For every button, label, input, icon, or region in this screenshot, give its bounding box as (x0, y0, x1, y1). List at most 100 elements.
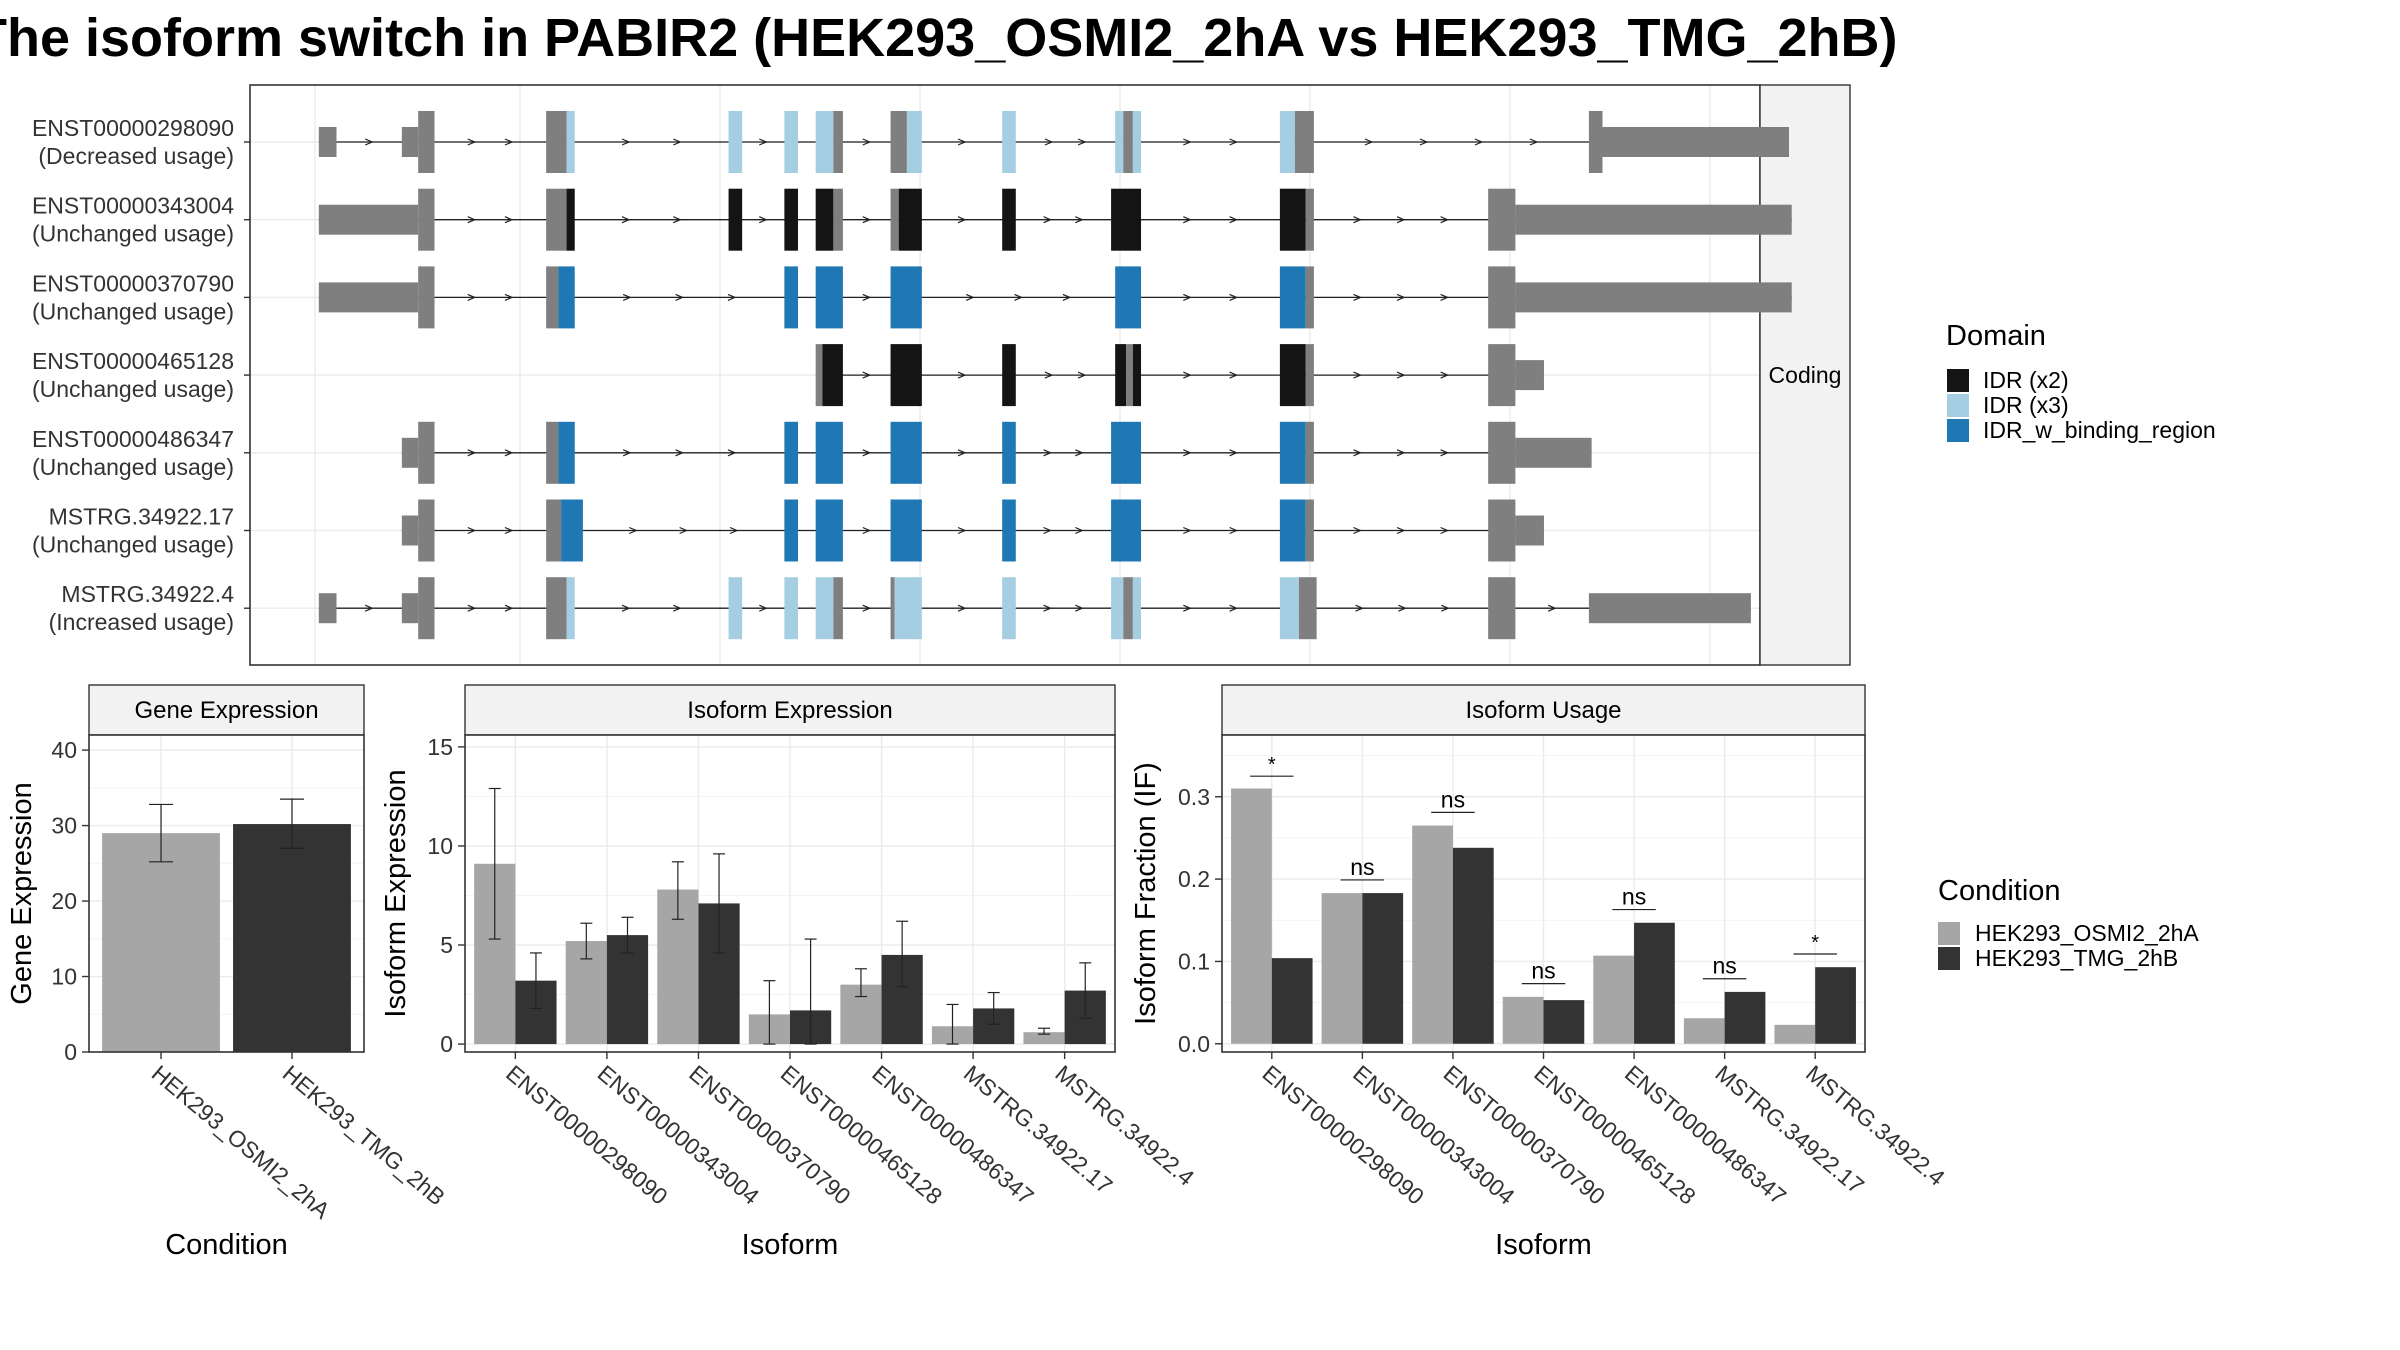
intron-arrow (504, 449, 514, 457)
isoform-row (318, 266, 1792, 329)
domain-block (890, 421, 922, 484)
intron-arrow (1229, 526, 1239, 535)
y-tick-label: 20 (51, 888, 77, 914)
isoform-status-label: (Increased usage) (49, 609, 234, 635)
intron-arrow (1229, 216, 1239, 224)
isoform-status-label: (Decreased usage) (38, 143, 234, 169)
significance-label: * (1811, 932, 1819, 954)
intron-arrow (364, 604, 374, 612)
isoform-row (318, 188, 1792, 251)
y-tick-label: 5 (440, 932, 453, 958)
bar (102, 833, 220, 1052)
intron-arrow (1075, 604, 1084, 612)
intron-arrow (675, 449, 685, 457)
intron-arrow (1529, 138, 1539, 146)
utr-exon (401, 593, 419, 624)
domain-block (1279, 111, 1295, 173)
intron-arrow (673, 138, 682, 146)
utr-exon (1515, 437, 1592, 468)
error-bar (488, 787, 501, 940)
isoform-id-label: ENST00000465128 (32, 348, 234, 374)
bar (1271, 958, 1313, 1044)
intron-arrow (862, 604, 872, 612)
intron-arrow (1474, 138, 1484, 146)
domain-block (1002, 188, 1016, 251)
intron-arrow (1044, 138, 1054, 146)
intron-arrow (1396, 449, 1406, 457)
intron-arrow (1229, 449, 1239, 457)
domain-block (894, 577, 922, 640)
domain-block (1115, 111, 1124, 173)
utr-exon (401, 437, 419, 468)
domain-legend-label: IDR (x3) (1983, 392, 2069, 418)
intron-arrow (862, 293, 872, 301)
y-axis-title: Isoform Fraction (IF) (1130, 762, 1162, 1025)
intron-arrow (1440, 449, 1450, 457)
error-bar (896, 920, 909, 988)
exon-block (1305, 344, 1314, 407)
error-bar (1038, 1027, 1051, 1035)
facet-strip-label: Coding (1769, 362, 1842, 388)
exon-block (1488, 188, 1516, 251)
intron-arrow (504, 216, 514, 224)
intron-arrow (504, 604, 514, 612)
domain-block (1279, 266, 1306, 329)
x-tick-label: ENST00000343004 (593, 1060, 765, 1210)
domain-block (1002, 499, 1016, 562)
utr-exon (1515, 204, 1792, 235)
intron-arrow (1419, 138, 1429, 146)
isoform-id-label: ENST00000486347 (32, 426, 234, 452)
exon-block (418, 188, 435, 251)
isoform-id-label: ENST00000370790 (32, 270, 234, 296)
intron-arrow (727, 449, 737, 457)
intron-arrow (1396, 371, 1406, 379)
bar (1412, 825, 1453, 1044)
exon-block (1126, 344, 1133, 407)
intron-arrow (1353, 526, 1363, 535)
domain-block (1115, 344, 1127, 407)
utr-exon (1515, 282, 1792, 313)
domain-block (815, 188, 834, 251)
isoform-id-label: MSTRG.34922.17 (49, 504, 234, 530)
intron-arrow (629, 526, 638, 535)
intron-arrow (1183, 526, 1192, 535)
intron-arrow (957, 371, 967, 379)
intron-arrow (1183, 216, 1192, 224)
bar (1724, 991, 1766, 1044)
intron-arrow (1396, 293, 1406, 301)
y-tick-label: 0.0 (1178, 1031, 1210, 1057)
domain-block (815, 266, 843, 329)
intron-arrow (1043, 449, 1053, 457)
exon-block (833, 111, 843, 173)
utr-exon (1588, 593, 1603, 624)
domain-block (815, 111, 834, 173)
significance-label: ns (1441, 786, 1465, 812)
intron-arrow (759, 216, 768, 224)
intron-arrow (622, 449, 632, 457)
domain-block (566, 188, 575, 251)
exon-block (1488, 266, 1516, 329)
x-tick-label: MSTRG.34922.17 (1710, 1060, 1869, 1199)
domain-block (728, 111, 743, 173)
utr-exon (318, 593, 337, 624)
domain-legend-label: IDR_w_binding_region (1983, 417, 2216, 443)
domain-block (822, 344, 843, 407)
domain-block (784, 499, 798, 562)
domain-legend-key (1947, 394, 1969, 417)
intron-arrow (1353, 371, 1363, 379)
isoform-usage-panel: Isoform Usage 0.0 0.1 0.2 0.3 * ns ns ns ns ns * ENS… (1130, 684, 1950, 1261)
intron-arrow (1398, 604, 1407, 612)
exon-block (546, 188, 567, 251)
exon-block (1488, 499, 1516, 562)
exon-block (1305, 421, 1314, 484)
condition-legend-label: HEK293_OSMI2_2hA (1975, 920, 2199, 946)
intron-arrow (957, 449, 967, 457)
domain-block (1002, 577, 1016, 640)
exon-block (833, 577, 843, 640)
intron-arrow (1075, 216, 1084, 224)
domain-block (1279, 577, 1299, 640)
condition-legend-title: Condition (1938, 875, 2061, 907)
utr-exon (318, 204, 419, 235)
domain-block (784, 421, 798, 484)
